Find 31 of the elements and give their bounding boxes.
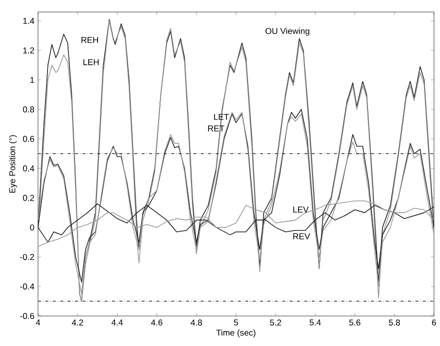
y-tick-label: -0.2 bbox=[20, 254, 34, 260]
x-tick-label: 5 bbox=[234, 320, 238, 326]
x-tick-label: 4.6 bbox=[151, 320, 162, 326]
x-tick-label: 6 bbox=[432, 320, 436, 326]
y-tick-label: 0 bbox=[30, 224, 34, 230]
series-label: REH bbox=[81, 37, 98, 43]
x-tick-label: 4.2 bbox=[72, 320, 84, 326]
y-tick-label: -0.4 bbox=[20, 283, 34, 290]
x-tick-label: 4 bbox=[36, 320, 40, 326]
y-tick-label: 0.4 bbox=[22, 165, 34, 172]
y-tick-label: 0.6 bbox=[22, 136, 34, 142]
series-label: LET bbox=[214, 114, 229, 120]
y-tick-label: 0.2 bbox=[22, 194, 34, 201]
series-label: LEV bbox=[293, 206, 309, 213]
x-tick-label: 4.8 bbox=[190, 320, 202, 326]
x-tick-label: 5.8 bbox=[388, 320, 400, 326]
x-axis-title: Time (sec) bbox=[216, 329, 256, 338]
y-tick-label: 0.8 bbox=[22, 106, 34, 112]
x-tick-label: 5.6 bbox=[349, 320, 360, 326]
x-tick-label: 4.4 bbox=[111, 320, 123, 326]
y-tick-label: 1.4 bbox=[23, 18, 34, 24]
y-tick-label: -0.6 bbox=[20, 312, 34, 319]
series-label: RET bbox=[208, 126, 224, 132]
series-label: LEH bbox=[83, 59, 99, 66]
y-axis-title: Eye Position (°) bbox=[9, 135, 17, 193]
y-tick-label: 1 bbox=[30, 76, 34, 83]
y-tick-label: 1.2 bbox=[23, 47, 34, 54]
series-label: REV bbox=[293, 233, 310, 240]
x-tick-label: 5.2 bbox=[270, 320, 282, 326]
text: OU Viewing bbox=[266, 28, 310, 36]
x-tick-label: 5.4 bbox=[310, 320, 321, 326]
